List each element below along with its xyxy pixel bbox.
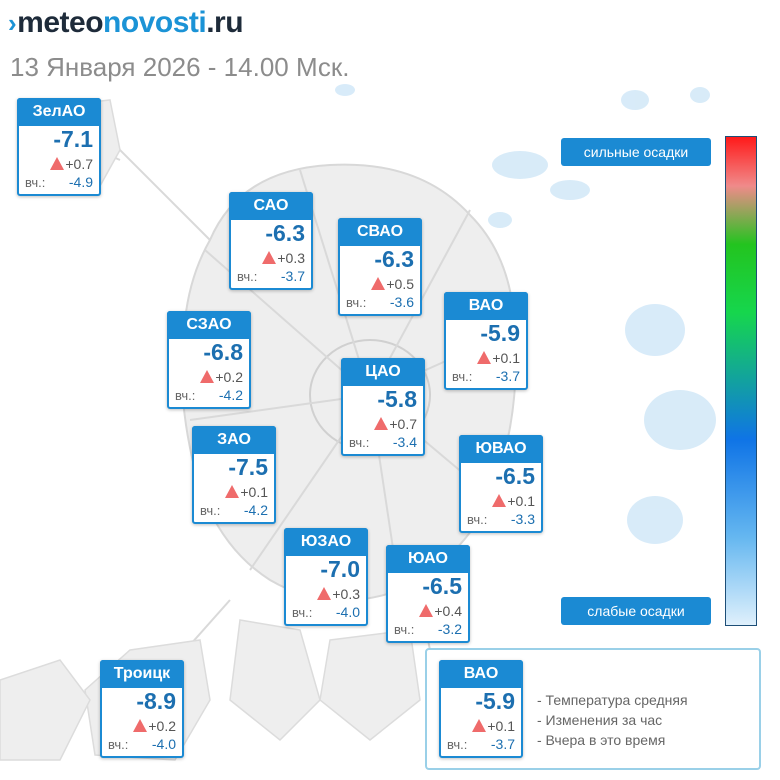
- yesterday-label: вч.:: [200, 503, 221, 518]
- hourly-change: +0.1: [477, 350, 520, 366]
- district-card-yuvao: ЮВАО -6.5 +0.1 вч.: -3.3: [459, 435, 543, 533]
- district-name: СВАО: [338, 218, 422, 246]
- district-card-zelao: ЗелАО -7.1 +0.7 вч.: -4.9: [17, 98, 101, 196]
- yesterday-label: вч.:: [25, 175, 46, 190]
- logo-mark-icon: ›: [8, 8, 17, 38]
- date-time-subtitle: 13 Января 2026 - 14.00 Мск.: [10, 52, 350, 82]
- hourly-change: +0.7: [50, 156, 93, 172]
- triangle-up-icon: [477, 351, 492, 364]
- yesterday-label: вч.:: [108, 737, 129, 752]
- district-name: ЗелАО: [17, 98, 101, 126]
- district-name: СЗАО: [167, 311, 251, 339]
- district-name: ЮВАО: [459, 435, 543, 463]
- yesterday-label: вч.:: [447, 737, 468, 752]
- legend-sample-card: ВАО -5.9 +0.1 вч.: -3.7: [439, 660, 523, 758]
- triangle-up-icon: [225, 485, 240, 498]
- yesterday-temperature: -3.2: [437, 621, 462, 637]
- triangle-up-icon: [133, 719, 148, 732]
- district-name: ЦАО: [341, 358, 425, 386]
- average-temperature: -6.5: [422, 573, 462, 599]
- district-card-svao: СВАО -6.3 +0.5 вч.: -3.6: [338, 218, 422, 316]
- triangle-up-icon: [200, 370, 215, 383]
- average-temperature: -5.8: [377, 386, 417, 412]
- yesterday-temperature: -3.6: [389, 294, 414, 310]
- triangle-up-icon: [262, 251, 277, 264]
- yesterday-label: вч.:: [467, 512, 488, 527]
- logo-part-domain: .ru: [206, 6, 244, 39]
- hourly-change: +0.1: [472, 718, 515, 734]
- triangle-up-icon: [317, 587, 332, 600]
- yesterday-label: вч.:: [394, 622, 415, 637]
- district-name: ЗАО: [192, 426, 276, 454]
- precipitation-areas: [335, 84, 716, 544]
- district-card-zao: ЗАО -7.5 +0.1 вч.: -4.2: [192, 426, 276, 524]
- hourly-change: +0.5: [371, 276, 414, 292]
- average-temperature: -8.9: [136, 688, 176, 714]
- average-temperature: -7.5: [228, 454, 268, 480]
- site-logo[interactable]: ›meteonovosti.ru: [8, 6, 244, 40]
- yesterday-temperature: -3.7: [280, 268, 305, 284]
- triangle-up-icon: [371, 277, 386, 290]
- district-name: САО: [229, 192, 313, 220]
- triangle-up-icon: [472, 719, 487, 732]
- average-temperature: -5.9: [480, 320, 520, 346]
- hourly-change: +0.1: [225, 484, 268, 500]
- hourly-change: +0.4: [419, 603, 462, 619]
- legend-items: - Температура средняя - Изменения за час…: [537, 690, 688, 750]
- yesterday-label: вч.:: [452, 369, 473, 384]
- legend-item-hourly-change: - Изменения за час: [537, 712, 663, 728]
- hourly-change: +0.3: [262, 250, 305, 266]
- yesterday-temperature: -3.7: [490, 736, 515, 752]
- average-temperature: -6.3: [265, 220, 305, 246]
- hourly-change: +0.2: [200, 369, 243, 385]
- district-name: ВАО: [444, 292, 528, 320]
- yesterday-label: вч.:: [349, 435, 370, 450]
- yesterday-temperature: -4.2: [243, 502, 268, 518]
- triangle-up-icon: [492, 494, 507, 507]
- average-temperature: -7.0: [320, 556, 360, 582]
- district-card-vao: ВАО -5.9 +0.1 вч.: -3.7: [444, 292, 528, 390]
- yesterday-temperature: -4.9: [68, 174, 93, 190]
- district-card-troitsk: Троицк -8.9 +0.2 вч.: -4.0: [100, 660, 184, 758]
- precipitation-color-scale: [725, 136, 757, 626]
- yesterday-temperature: -3.7: [495, 368, 520, 384]
- district-name: ВАО: [439, 660, 523, 688]
- district-card-sao: САО -6.3 +0.3 вч.: -3.7: [229, 192, 313, 290]
- district-card-tsao: ЦАО -5.8 +0.7 вч.: -3.4: [341, 358, 425, 456]
- yesterday-temperature: -4.0: [335, 604, 360, 620]
- triangle-up-icon: [50, 157, 65, 170]
- district-card-szao: СЗАО -6.8 +0.2 вч.: -4.2: [167, 311, 251, 409]
- district-name: Троицк: [100, 660, 184, 688]
- hourly-change: +0.2: [133, 718, 176, 734]
- average-temperature: -6.8: [203, 339, 243, 365]
- logo-part-meteo: meteo: [17, 6, 104, 39]
- average-temperature: -6.5: [495, 463, 535, 489]
- yesterday-label: вч.:: [175, 388, 196, 403]
- average-temperature: -6.3: [374, 246, 414, 272]
- district-card-yuao: ЮАО -6.5 +0.4 вч.: -3.2: [386, 545, 470, 643]
- triangle-up-icon: [374, 417, 389, 430]
- average-temperature: -5.9: [475, 688, 515, 714]
- hourly-change: +0.7: [374, 416, 417, 432]
- legend-item-average-temp: - Температура средняя: [537, 692, 688, 708]
- weak-precipitation-label: слабые осадки: [561, 597, 711, 625]
- triangle-up-icon: [419, 604, 434, 617]
- yesterday-label: вч.:: [292, 605, 313, 620]
- yesterday-temperature: -3.4: [392, 434, 417, 450]
- district-name: ЮАО: [386, 545, 470, 573]
- yesterday-temperature: -3.3: [510, 511, 535, 527]
- strong-precipitation-label: сильные осадки: [561, 138, 711, 166]
- yesterday-temperature: -4.2: [218, 387, 243, 403]
- district-name: ЮЗАО: [284, 528, 368, 556]
- logo-part-novosti: novosti: [103, 6, 207, 39]
- district-card-yuzao: ЮЗАО -7.0 +0.3 вч.: -4.0: [284, 528, 368, 626]
- hourly-change: +0.1: [492, 493, 535, 509]
- hourly-change: +0.3: [317, 586, 360, 602]
- average-temperature: -7.1: [53, 126, 93, 152]
- yesterday-temperature: -4.0: [151, 736, 176, 752]
- yesterday-label: вч.:: [346, 295, 367, 310]
- legend-item-yesterday: - Вчера в это время: [537, 732, 666, 748]
- yesterday-label: вч.:: [237, 269, 258, 284]
- legend-box: ВАО -5.9 +0.1 вч.: -3.7 - Температура ср…: [425, 648, 761, 770]
